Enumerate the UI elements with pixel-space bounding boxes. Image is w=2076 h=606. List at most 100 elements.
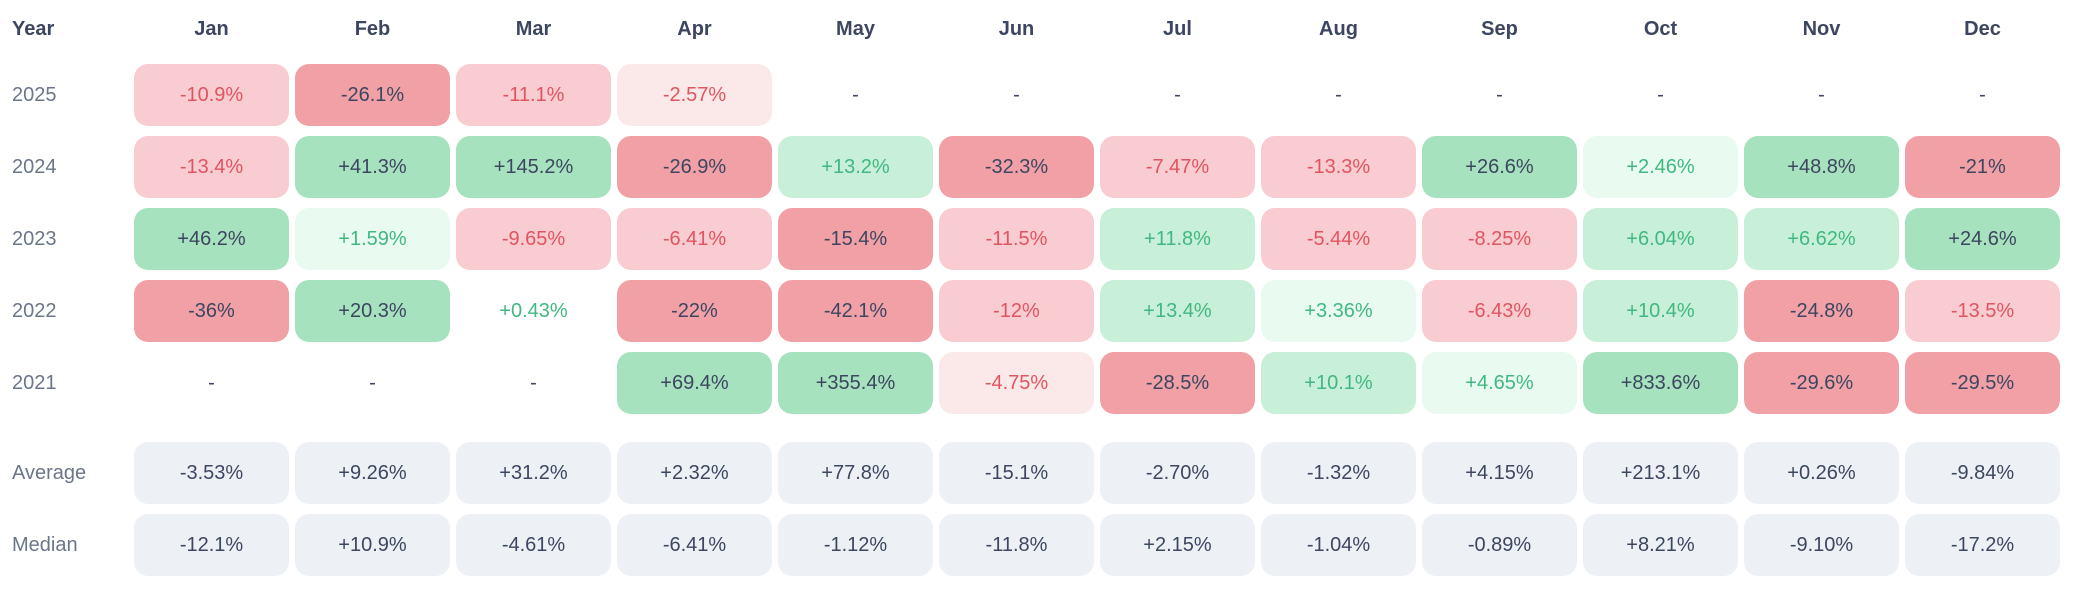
return-cell: - (1657, 83, 1664, 106)
return-cell: +4.15% (1422, 442, 1577, 504)
return-cell: - (1013, 83, 1020, 106)
year-label: 2022 (12, 299, 57, 322)
year-label: 2024 (12, 155, 57, 178)
return-cell: -0.89% (1422, 514, 1577, 576)
month-header: Dec (1964, 17, 2001, 40)
return-cell: -13.4% (134, 136, 289, 198)
return-cell: +69.4% (617, 352, 772, 414)
summary-row: Average -3.53% +9.26% +31.2% +2.32% +77.8% -15… (10, 442, 2060, 504)
return-cell: -29.5% (1905, 352, 2060, 414)
month-header: Sep (1481, 17, 1518, 40)
month-header: Nov (1802, 17, 1841, 40)
return-cell: -9.65% (456, 208, 611, 270)
return-cell: -6.41% (617, 514, 772, 576)
return-cell: +833.6% (1583, 352, 1738, 414)
summary-label: Median (12, 533, 78, 556)
table-header-row: Year Jan Feb Mar Apr May Jun Jul Aug Sep Oct Nov Dec (10, 12, 2060, 46)
return-cell: +6.04% (1583, 208, 1738, 270)
return-cell: -6.43% (1422, 280, 1577, 342)
return-cell: +2.32% (617, 442, 772, 504)
month-header: Feb (354, 17, 391, 40)
return-cell: -11.5% (939, 208, 1094, 270)
return-cell: +41.3% (295, 136, 450, 198)
summary-label: Average (12, 461, 87, 484)
return-cell: +2.46% (1583, 136, 1738, 198)
return-cell: +13.2% (778, 136, 933, 198)
month-header: Mar (515, 17, 552, 40)
return-cell: -1.04% (1261, 514, 1416, 576)
return-cell: -22% (617, 280, 772, 342)
year-row: 2024 -13.4% +41.3% +145.2% -26.9% +13.2% -32.3… (10, 136, 2060, 198)
return-cell: -4.61% (456, 514, 611, 576)
year-row: 2022 -36% +20.3% +0.43% -22% -42.1% -12% +13.4%… (10, 280, 2060, 342)
return-cell: -11.1% (456, 64, 611, 126)
return-cell: +48.8% (1744, 136, 1899, 198)
return-cell: -6.41% (617, 208, 772, 270)
return-cell: -13.5% (1905, 280, 2060, 342)
return-cell: - (1174, 83, 1181, 106)
return-cell: +77.8% (778, 442, 933, 504)
return-cell: -2.57% (617, 64, 772, 126)
return-cell: +355.4% (778, 352, 933, 414)
return-cell: - (530, 371, 537, 394)
year-row: 2021 - - - +69.4% +355.4% -4.75% -28.5% +10.1% +4… (10, 352, 2060, 414)
month-header: Apr (677, 17, 712, 40)
year-label: 2025 (12, 83, 57, 106)
return-cell: +26.6% (1422, 136, 1577, 198)
return-cell: +1.59% (295, 208, 450, 270)
return-cell: +10.9% (295, 514, 450, 576)
return-cell: -13.3% (1261, 136, 1416, 198)
returns-grid: Year Jan Feb Mar Apr May Jun Jul Aug Sep Oct Nov Dec… (10, 12, 2060, 576)
return-cell: -1.12% (778, 514, 933, 576)
return-cell: +0.26% (1744, 442, 1899, 504)
return-cell: -29.6% (1744, 352, 1899, 414)
month-header: May (836, 17, 875, 40)
month-header: Jan (194, 17, 229, 40)
return-cell: -21% (1905, 136, 2060, 198)
return-cell: +3.36% (1261, 280, 1416, 342)
month-header: Jun (998, 17, 1035, 40)
return-cell: +10.1% (1261, 352, 1416, 414)
return-cell: -7.47% (1100, 136, 1255, 198)
return-cell: +20.3% (295, 280, 450, 342)
year-column-header: Year (12, 17, 55, 40)
return-cell: - (208, 371, 215, 394)
return-cell: - (852, 83, 859, 106)
return-cell: +10.4% (1583, 280, 1738, 342)
return-cell: -3.53% (134, 442, 289, 504)
return-cell: +31.2% (456, 442, 611, 504)
return-cell: -4.75% (939, 352, 1094, 414)
return-cell: -10.9% (134, 64, 289, 126)
return-cell: -2.70% (1100, 442, 1255, 504)
return-cell: -9.84% (1905, 442, 2060, 504)
return-cell: -17.2% (1905, 514, 2060, 576)
return-cell: +145.2% (456, 136, 611, 198)
return-cell: +2.15% (1100, 514, 1255, 576)
return-cell: -26.9% (617, 136, 772, 198)
return-cell: -12.1% (134, 514, 289, 576)
return-cell: -1.32% (1261, 442, 1416, 504)
return-cell: -15.1% (939, 442, 1094, 504)
return-cell: -11.8% (939, 514, 1094, 576)
year-label: 2021 (12, 371, 57, 394)
return-cell: +13.4% (1100, 280, 1255, 342)
month-header: Jul (1163, 17, 1192, 40)
return-cell: +4.65% (1422, 352, 1577, 414)
return-cell: -28.5% (1100, 352, 1255, 414)
return-cell: -5.44% (1261, 208, 1416, 270)
return-cell: - (1335, 83, 1342, 106)
year-row: 2025 -10.9% -26.1% -11.1% -2.57% - - - - - - - - (10, 64, 2060, 126)
return-cell: -12% (939, 280, 1094, 342)
return-cell: +213.1% (1583, 442, 1738, 504)
return-cell: - (1818, 83, 1825, 106)
return-cell: -26.1% (295, 64, 450, 126)
return-cell: +6.62% (1744, 208, 1899, 270)
return-cell: -15.4% (778, 208, 933, 270)
return-cell: -9.10% (1744, 514, 1899, 576)
return-cell: - (369, 371, 376, 394)
return-cell: -24.8% (1744, 280, 1899, 342)
return-cell: +0.43% (499, 299, 568, 322)
summary-row: Median -12.1% +10.9% -4.61% -6.41% -1.12% -11.… (10, 514, 2060, 576)
return-cell: -42.1% (778, 280, 933, 342)
